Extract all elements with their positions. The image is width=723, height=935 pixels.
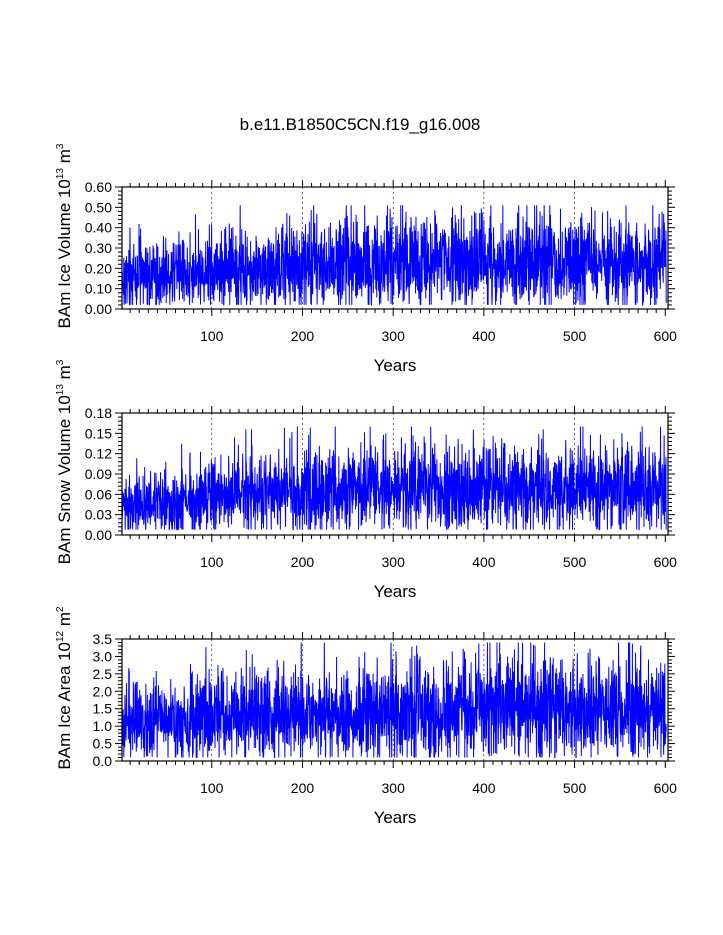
- y-label-exp1: 12: [55, 630, 66, 642]
- y-tick-labels: 0.00 0.10 0.20 0.30 0.40 0.50 0.60: [85, 179, 112, 317]
- chart-title: b.e11.B1850C5CN.f19_g16.008: [240, 115, 481, 134]
- axis-ticks: [115, 180, 675, 316]
- y-axis-label: BAm Snow Volume 1013 m3: [55, 359, 74, 564]
- x-tick-label: 500: [563, 328, 587, 344]
- ice-volume-series-line: [121, 205, 667, 306]
- x-tick-label: 100: [200, 554, 224, 570]
- y-tick-label: 0.20: [85, 260, 112, 276]
- x-tick-labels: 100 200 300 400 500 600: [200, 780, 677, 796]
- y-label-exp2: 2: [55, 606, 66, 612]
- y-tick-label: 0.06: [85, 486, 112, 502]
- y-tick-label: 3.5: [93, 631, 113, 647]
- x-tick-label: 100: [200, 780, 224, 796]
- x-tick-label: 600: [654, 780, 678, 796]
- x-tick-label: 200: [291, 780, 315, 796]
- y-tick-label: 0.60: [85, 179, 112, 195]
- y-label-main: BAm Ice Volume 10: [55, 179, 74, 328]
- y-tick-label: 0.0: [93, 753, 113, 769]
- y-tick-label: 3.0: [93, 648, 113, 664]
- y-tick-label: 0.09: [85, 466, 112, 482]
- y-label-main: BAm Ice Area 10: [55, 642, 74, 770]
- x-tick-label: 400: [472, 328, 496, 344]
- plot-frame: [121, 638, 669, 762]
- x-tick-label: 600: [654, 554, 678, 570]
- y-tick-label: 0.10: [85, 281, 112, 297]
- y-label-mid: m: [55, 612, 74, 631]
- y-label-mid: m: [55, 365, 74, 384]
- y-tick-label: 0.18: [85, 405, 112, 421]
- x-tick-label: 300: [382, 780, 406, 796]
- x-axis-label: Years: [374, 808, 417, 827]
- x-tick-label: 500: [563, 780, 587, 796]
- x-tick-label: 600: [654, 328, 678, 344]
- x-tick-label: 400: [472, 554, 496, 570]
- x-tick-label: 300: [382, 328, 406, 344]
- x-tick-label: 200: [291, 328, 315, 344]
- x-tick-label: 200: [291, 554, 315, 570]
- y-tick-label: 2.0: [93, 683, 113, 699]
- y-tick-label: 0.15: [85, 425, 112, 441]
- y-tick-label: 0.30: [85, 240, 112, 256]
- axis-ticks: [115, 406, 675, 542]
- x-tick-label: 500: [563, 554, 587, 570]
- panel-ice-volume: 0.00 0.10 0.20 0.30 0.40 0.50 0.60 100 200 300 40…: [55, 143, 677, 375]
- y-label-exp2: 3: [55, 143, 66, 149]
- x-tick-label: 300: [382, 554, 406, 570]
- x-tick-labels: 100 200 300 400 500 600: [200, 554, 677, 570]
- x-tick-label: 100: [200, 328, 224, 344]
- y-label-exp1: 13: [55, 168, 66, 180]
- x-tick-label: 400: [472, 780, 496, 796]
- y-label-exp1: 13: [55, 384, 66, 396]
- x-axis-label: Years: [374, 356, 417, 375]
- y-tick-label: 0.00: [85, 527, 112, 543]
- y-label-main: BAm Snow Volume 10: [55, 395, 74, 564]
- y-tick-label: 0.5: [93, 736, 113, 752]
- x-tick-labels: 100 200 300 400 500 600: [200, 328, 677, 344]
- y-tick-label: 1.5: [93, 701, 113, 717]
- y-label-mid: m: [55, 149, 74, 168]
- ice-area-series-line: [121, 642, 667, 759]
- panel-snow-volume: 0.00 0.03 0.06 0.09 0.12 0.15 0.18 100 200 300 40…: [55, 359, 677, 601]
- snow-volume-series-line: [121, 426, 667, 531]
- x-axis-label: Years: [374, 582, 417, 601]
- y-axis-label: BAm Ice Volume 1013 m3: [55, 143, 74, 328]
- y-label-exp2: 3: [55, 359, 66, 365]
- y-tick-label: 0.00: [85, 301, 112, 317]
- y-tick-label: 0.03: [85, 507, 112, 523]
- panel-ice-area: 0.00.5 1.01.5 2.02.5 3.03.5 100 200 300 400 500…: [55, 606, 677, 827]
- axis-ticks: [115, 632, 675, 768]
- y-tick-label: 0.50: [85, 199, 112, 215]
- y-tick-label: 1.0: [93, 718, 113, 734]
- y-tick-labels: 0.00.5 1.01.5 2.02.5 3.03.5: [93, 631, 113, 769]
- y-tick-label: 0.12: [85, 446, 112, 462]
- y-axis-label: BAm Ice Area 1012 m2: [55, 606, 74, 770]
- y-tick-labels: 0.00 0.03 0.06 0.09 0.12 0.15 0.18: [85, 405, 112, 543]
- y-tick-label: 0.40: [85, 220, 112, 236]
- y-tick-label: 2.5: [93, 666, 113, 682]
